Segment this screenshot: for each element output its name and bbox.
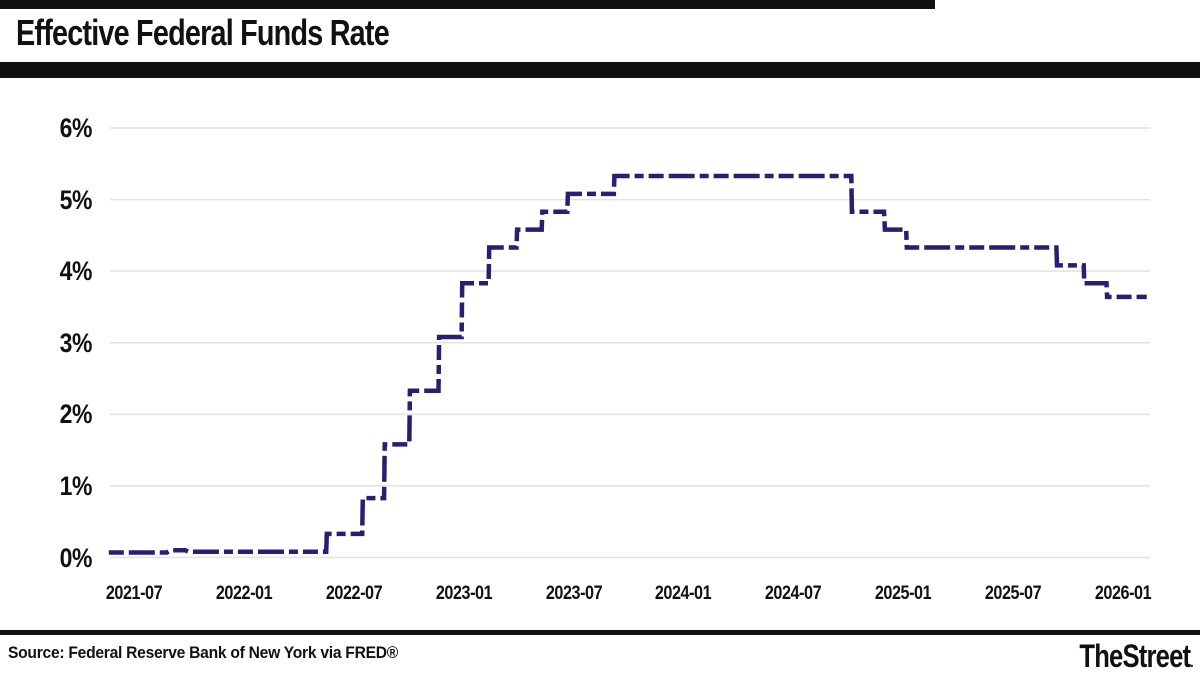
y-axis-label: 5% [59,184,93,215]
y-axis-label: 1% [59,470,93,501]
x-axis-label: 2026-01 [1094,583,1152,604]
y-axis-label: 4% [59,256,93,287]
x-axis-label: 2022-01 [215,583,273,604]
x-axis-label: 2022-07 [325,583,383,604]
x-axis-label: 2025-07 [984,583,1042,604]
source-text: Source: Federal Reserve Bank of New York… [8,643,399,662]
brand-trademark-dot: . [1190,654,1193,671]
y-axis-label: 3% [59,327,93,358]
y-axis-label: 6% [59,113,93,143]
x-axis-label: 2024-01 [655,583,712,604]
x-axis-label: 2023-07 [545,583,602,604]
footer-divider-bar [0,630,1200,635]
x-axis-label: 2021-07 [105,583,163,604]
rate-line [108,173,1147,555]
y-axis-label: 2% [59,399,93,430]
y-axis-label: 0% [59,542,93,573]
top-accent-bar [0,0,935,9]
x-axis-label: 2023-01 [435,583,493,604]
page-title: Effective Federal Funds Rate [16,12,390,53]
brand-logo: TheStreet. [1079,638,1194,675]
x-axis-label: 2025-01 [875,583,932,604]
chart-area: 0% 1% 2% 3% 4% 5% 6% 2021-07 2022-01 2022-07 2023… [0,78,1200,630]
brand-text: TheStreet [1079,638,1192,674]
title-divider-bar [0,62,1200,78]
x-axis-label: 2024-07 [765,583,822,604]
